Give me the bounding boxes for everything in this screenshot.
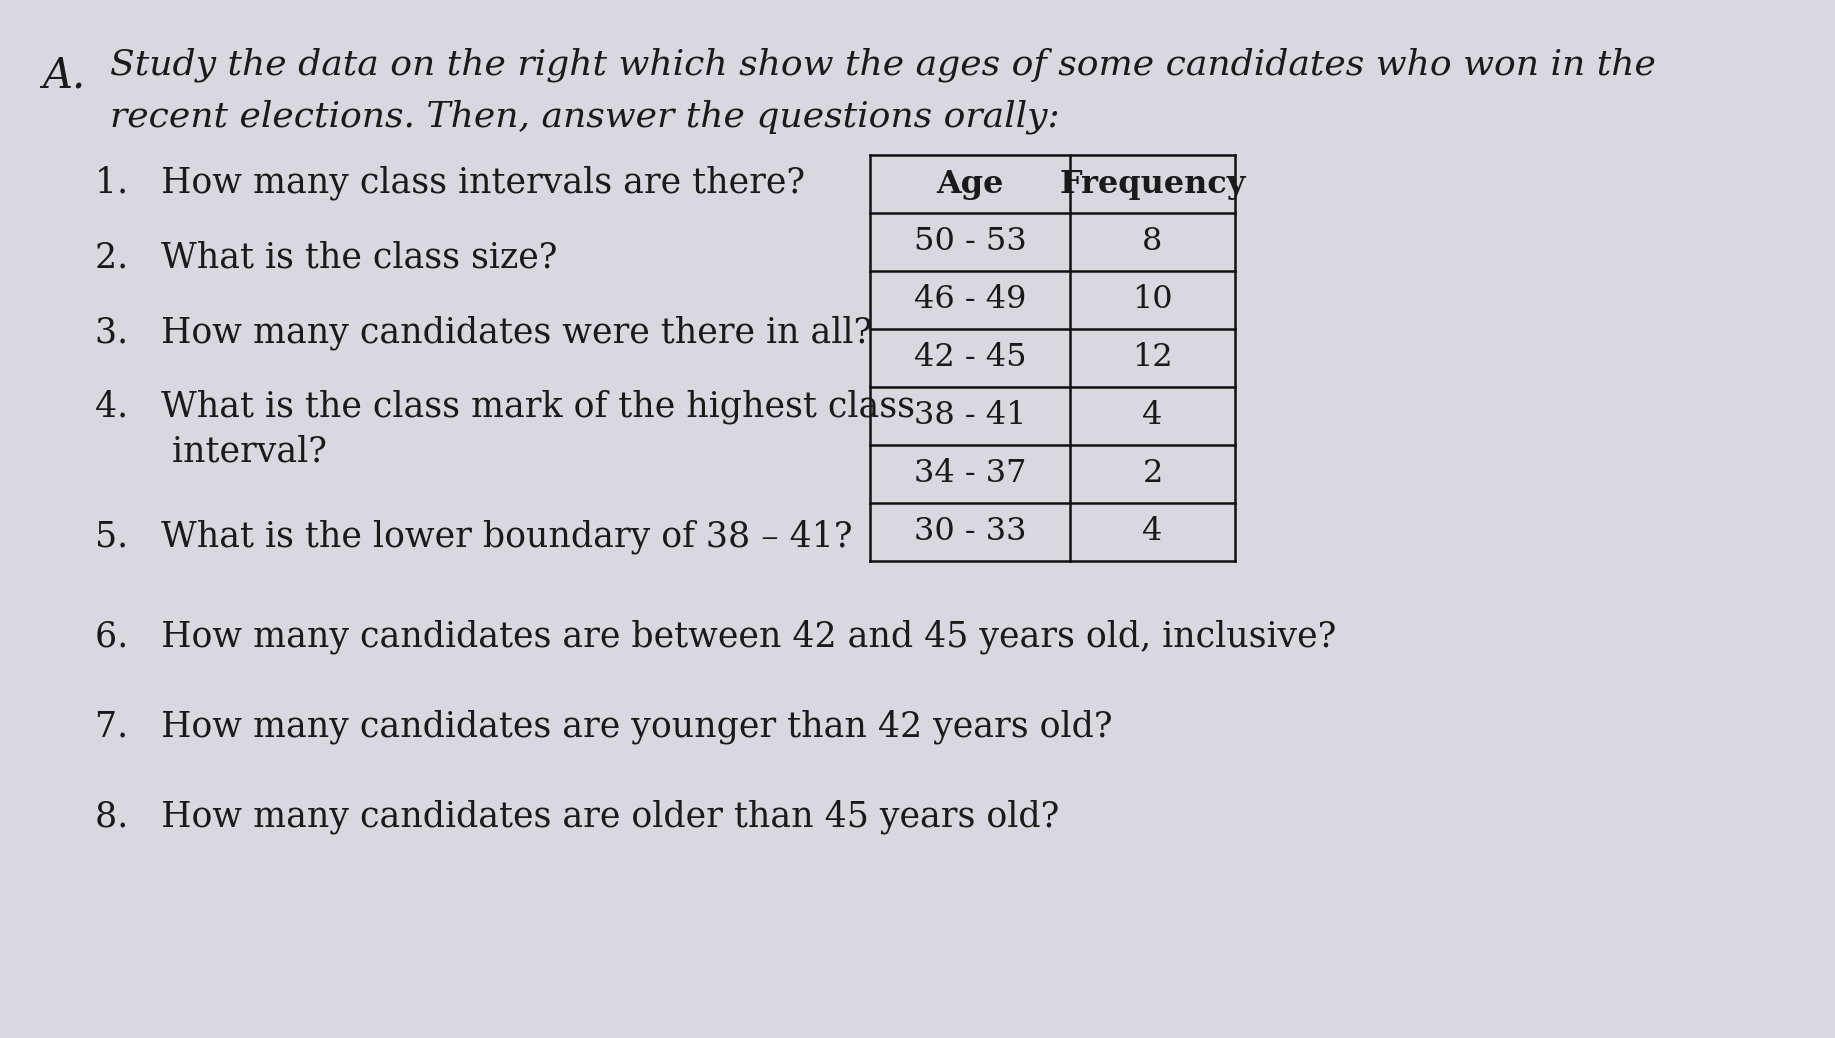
Text: 4: 4 bbox=[1143, 517, 1163, 547]
Text: 7.   How many candidates are younger than 42 years old?: 7. How many candidates are younger than … bbox=[95, 710, 1112, 744]
Text: 6.   How many candidates are between 42 and 45 years old, inclusive?: 6. How many candidates are between 42 an… bbox=[95, 620, 1336, 655]
Text: interval?: interval? bbox=[95, 435, 327, 469]
Text: 50 - 53: 50 - 53 bbox=[914, 226, 1026, 257]
Text: 8: 8 bbox=[1143, 226, 1163, 257]
Text: 42 - 45: 42 - 45 bbox=[914, 343, 1026, 374]
Text: Study the data on the right which show the ages of some candidates who won in th: Study the data on the right which show t… bbox=[110, 48, 1655, 82]
Text: Frequency: Frequency bbox=[1059, 168, 1246, 199]
Text: 5.   What is the lower boundary of 38 – 41?: 5. What is the lower boundary of 38 – 41… bbox=[95, 520, 853, 554]
Text: 2.   What is the class size?: 2. What is the class size? bbox=[95, 240, 558, 274]
Text: 8.   How many candidates are older than 45 years old?: 8. How many candidates are older than 45… bbox=[95, 800, 1059, 835]
Text: 4.   What is the class mark of the highest class: 4. What is the class mark of the highest… bbox=[95, 390, 916, 425]
Text: 4: 4 bbox=[1143, 401, 1163, 432]
Text: 30 - 33: 30 - 33 bbox=[914, 517, 1026, 547]
Text: 12: 12 bbox=[1132, 343, 1173, 374]
Text: 10: 10 bbox=[1132, 284, 1173, 316]
Text: 46 - 49: 46 - 49 bbox=[914, 284, 1026, 316]
Text: 2: 2 bbox=[1143, 459, 1163, 490]
Text: 34 - 37: 34 - 37 bbox=[914, 459, 1026, 490]
Text: 3.   How many candidates were there in all?: 3. How many candidates were there in all… bbox=[95, 315, 872, 350]
Text: 1.   How many class intervals are there?: 1. How many class intervals are there? bbox=[95, 165, 806, 199]
Text: A.: A. bbox=[42, 55, 84, 97]
Text: 38 - 41: 38 - 41 bbox=[914, 401, 1026, 432]
Text: Age: Age bbox=[936, 168, 1004, 199]
Text: recent elections. Then, answer the questions orally:: recent elections. Then, answer the quest… bbox=[110, 100, 1059, 135]
